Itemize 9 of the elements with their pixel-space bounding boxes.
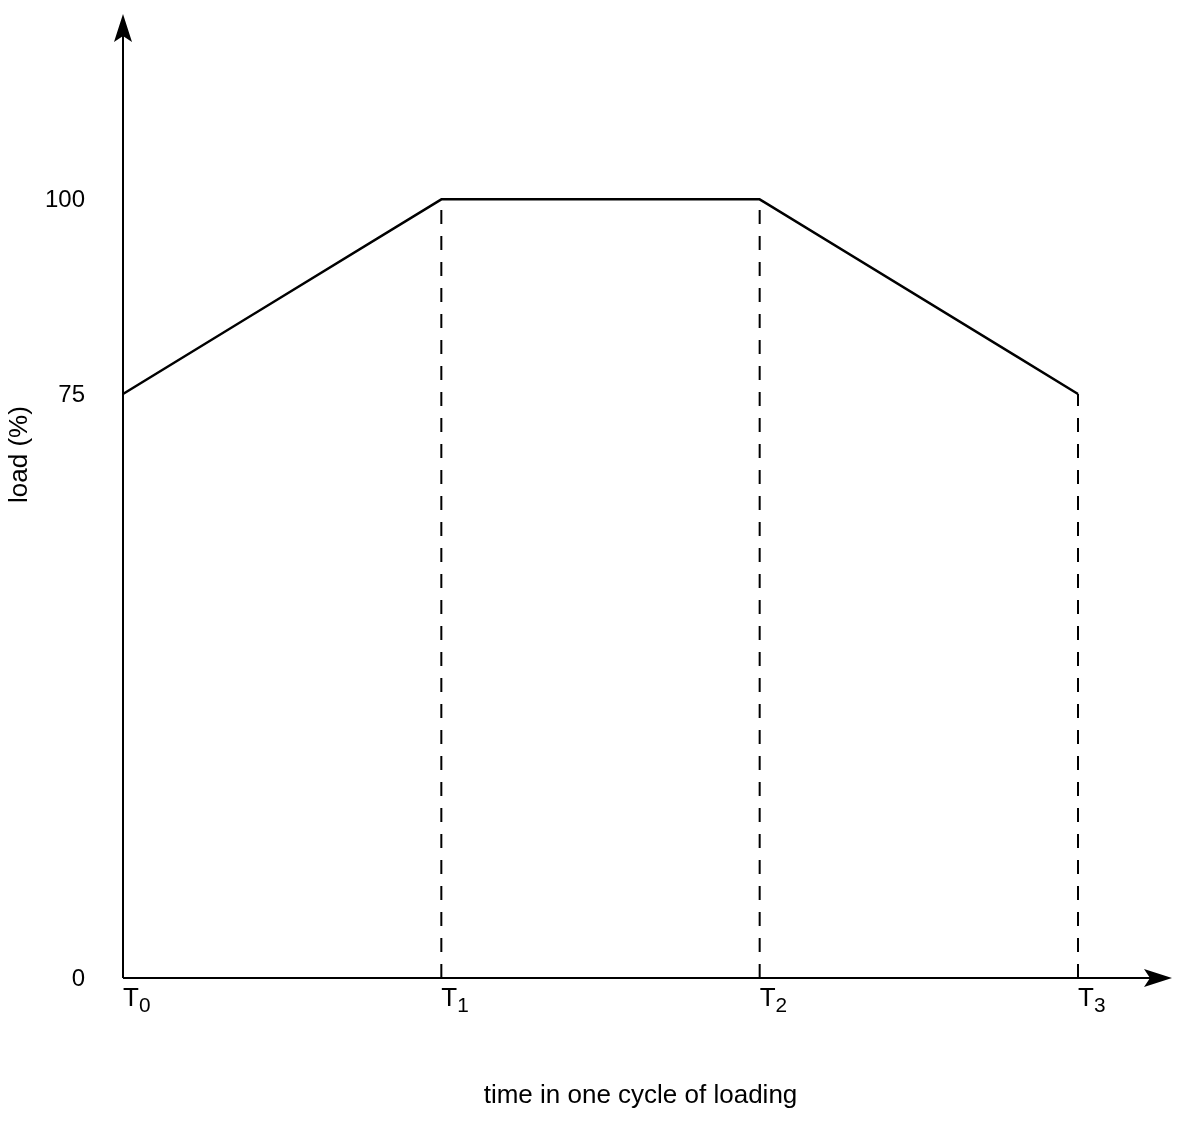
x-tick-label: T$_{2}$	[759, 982, 788, 1017]
y-axis-title: load (%)	[3, 406, 34, 503]
x-tick-label: T$_{3}$	[1078, 982, 1106, 1017]
x-tick-label: T$_{0}$	[123, 982, 151, 1017]
x-axis-title: time in one cycle of loading	[483, 1079, 798, 1109]
y-tick-label: 75	[58, 379, 85, 407]
x-tick-label: T$_{1}$	[441, 982, 469, 1017]
y-tick-label: 100	[44, 185, 85, 213]
y-tick-label: 0	[71, 964, 85, 991]
